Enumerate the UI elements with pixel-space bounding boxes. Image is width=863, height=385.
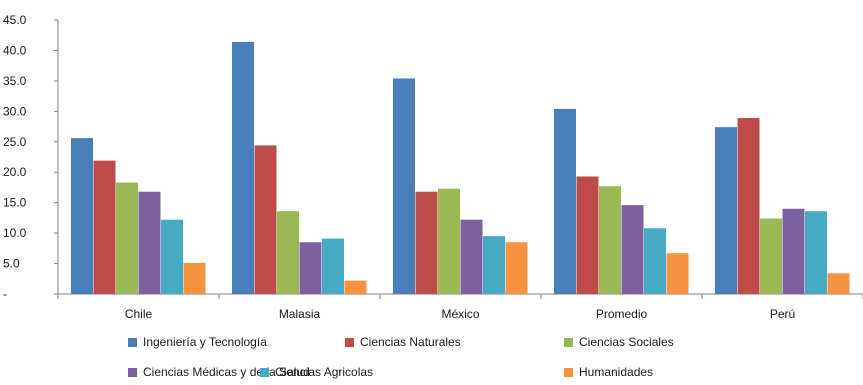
y-tick-label: -	[3, 287, 7, 301]
bar	[415, 191, 438, 294]
bar	[460, 219, 483, 294]
bar	[644, 228, 666, 294]
y-tick-label: 40.0	[3, 43, 27, 57]
bar	[161, 219, 183, 294]
x-tick-label: Perú	[770, 307, 795, 321]
bars	[71, 41, 850, 294]
y-tick-label: 35.0	[3, 74, 27, 88]
bar	[576, 176, 599, 294]
bar	[805, 211, 827, 294]
y-axis: - 5.0 10.0 15.0 20.0 25.0 30.0 35.0 40.0 45.0	[3, 13, 59, 301]
y-tick-label: 5.0	[3, 257, 20, 271]
x-axis: Chile Malasia México Promedio Perú	[57, 293, 863, 321]
bar	[277, 211, 299, 294]
bar	[299, 242, 322, 294]
bar	[393, 78, 415, 294]
bar	[505, 242, 528, 294]
bar	[715, 127, 737, 294]
x-tick-label: Promedio	[596, 307, 648, 321]
y-tick-label: 10.0	[3, 226, 27, 240]
bar	[71, 138, 93, 294]
x-tick-label: Chile	[125, 307, 153, 321]
y-tick-label: 25.0	[3, 135, 27, 149]
bar	[138, 191, 161, 294]
bar	[322, 238, 344, 294]
y-tick-label: 20.0	[3, 165, 27, 179]
bar	[183, 262, 206, 294]
bar	[93, 160, 116, 294]
bar	[438, 188, 460, 294]
bar	[760, 218, 782, 294]
bar	[666, 253, 689, 294]
y-tick-label: 30.0	[3, 104, 27, 118]
bar	[554, 108, 576, 294]
y-tick-label: 15.0	[3, 196, 27, 210]
bar	[483, 236, 505, 294]
bar	[344, 280, 367, 294]
bar	[782, 208, 805, 294]
x-tick-label: México	[441, 307, 479, 321]
bar	[599, 186, 621, 294]
bar	[232, 41, 254, 294]
x-tick-label: Malasia	[279, 307, 321, 321]
y-tick-label: 45.0	[3, 13, 27, 27]
bar	[116, 182, 138, 294]
bar	[254, 145, 277, 294]
bar	[737, 118, 760, 294]
bar	[621, 205, 644, 294]
bar	[827, 273, 850, 294]
